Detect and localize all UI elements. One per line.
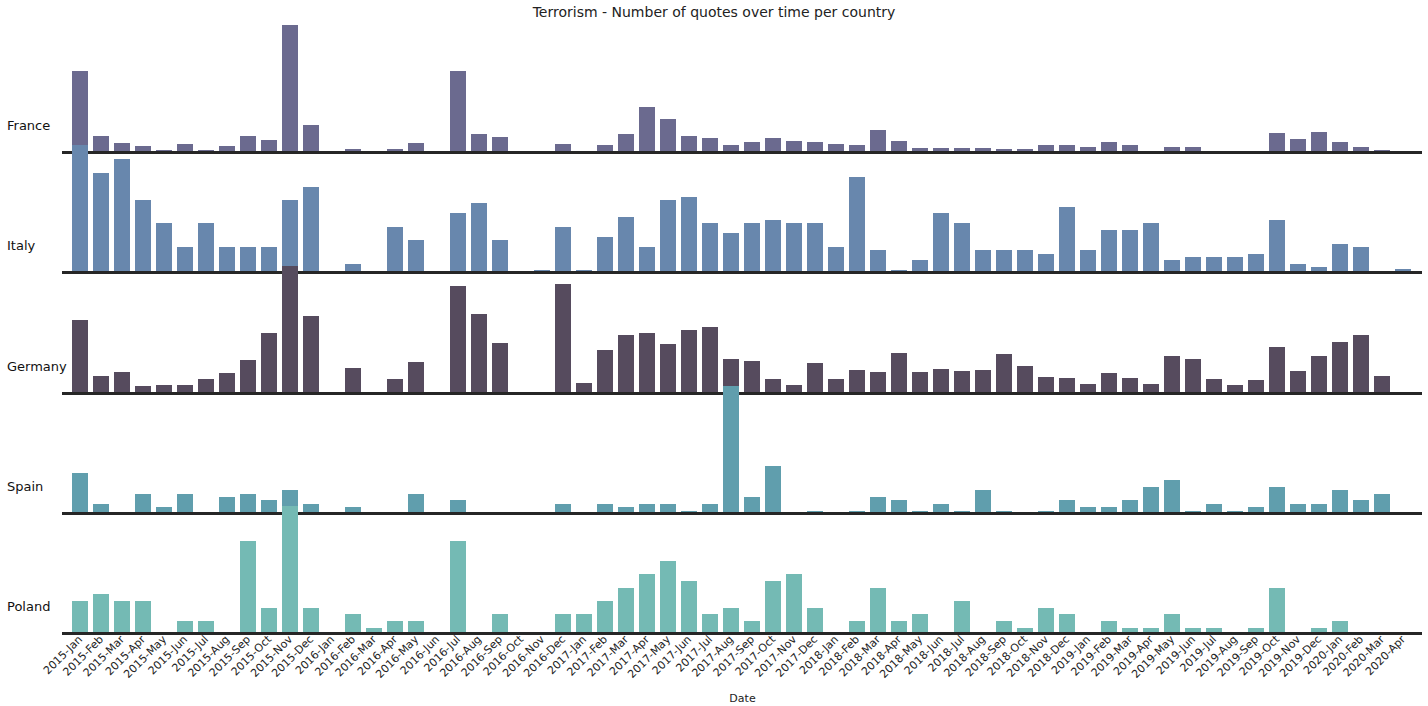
svg-text:2019-May: 2019-May [1129,632,1178,681]
svg-text:2016-Mar: 2016-Mar [332,632,380,680]
svg-text:2016-Jan: 2016-Jan [292,632,338,678]
svg-text:2018-Jan: 2018-Jan [796,632,842,678]
svg-text:2018-Aug: 2018-Aug [941,632,989,680]
svg-text:2019-Mar: 2019-Mar [1088,632,1136,680]
svg-text:2016-Sep: 2016-Sep [458,632,506,680]
svg-text:2017-Aug: 2017-Aug [689,632,737,680]
svg-text:2019-Apr: 2019-Apr [1111,632,1157,678]
svg-text:2016-Nov: 2016-Nov [500,632,548,680]
svg-text:2015-Jan: 2015-Jan [40,632,86,678]
svg-text:2016-May: 2016-May [373,632,422,681]
svg-text:2017-Dec: 2017-Dec [773,632,821,680]
svg-text:2017-Feb: 2017-Feb [564,632,611,679]
svg-text:2018-May: 2018-May [877,632,926,681]
html-text:France: France [7,118,51,133]
svg-text:2019-Aug: 2019-Aug [1193,632,1241,680]
svg-text:2017-May: 2017-May [625,632,674,681]
svg-text:2018-Sep: 2018-Sep [962,632,1010,680]
svg-text:2016-Aug: 2016-Aug [437,632,485,680]
svg-text:2017-Mar: 2017-Mar [584,632,632,680]
svg-text:2017-Jul: 2017-Jul [673,632,716,675]
svg-text:2020-Mar: 2020-Mar [1340,632,1388,680]
svg-text:Date: Date [729,692,756,705]
html-text:Poland: Poland [7,599,51,614]
svg-text:2016-Oct: 2016-Oct [480,632,527,679]
svg-text:2018-Jul: 2018-Jul [925,632,968,675]
svg-text:2015-Sep: 2015-Sep [206,632,254,680]
svg-text:2016-Apr: 2016-Apr [355,632,401,678]
svg-text:2018-Mar: 2018-Mar [836,632,884,680]
svg-text:2015-May: 2015-May [121,632,170,681]
html-text:Italy: Italy [7,238,36,253]
svg-text:2019-Jul: 2019-Jul [1177,632,1220,675]
svg-text:2018-Apr: 2018-Apr [859,632,905,678]
svg-text:2016-Feb: 2016-Feb [312,632,359,679]
svg-text:2015-Nov: 2015-Nov [248,632,296,680]
svg-text:2016-Jun: 2016-Jun [397,632,443,678]
svg-text:2018-Jun: 2018-Jun [901,632,947,678]
svg-text:2016-Dec: 2016-Dec [521,632,569,680]
svg-text:2015-Mar: 2015-Mar [80,632,128,680]
svg-text:2017-Jan: 2017-Jan [544,632,590,678]
svg-text:2020-Apr: 2020-Apr [1363,633,1408,678]
html-text:Germany: Germany [7,359,67,374]
svg-text:2015-Oct: 2015-Oct [228,632,275,679]
svg-text:2017-Sep: 2017-Sep [710,632,758,680]
svg-text:2019-Jun: 2019-Jun [1153,632,1199,678]
svg-text:2016-Jul: 2016-Jul [421,632,464,675]
svg-text:2018-Oct: 2018-Oct [984,632,1031,679]
svg-text:2019-Dec: 2019-Dec [1277,632,1325,680]
svg-text:2015-Aug: 2015-Aug [185,632,233,680]
svg-text:2015-Dec: 2015-Dec [269,632,317,680]
svg-text:2017-Jun: 2017-Jun [649,632,695,678]
html-text:Terrorism - Number of quotes o: Terrorism - Number of quotes over time p… [532,4,896,20]
svg-text:2020-Feb: 2020-Feb [1320,632,1367,679]
svg-text:2019-Nov: 2019-Nov [1256,632,1304,680]
svg-text:2020-Jan: 2020-Jan [1300,632,1346,678]
svg-text:2019-Feb: 2019-Feb [1068,632,1115,679]
svg-text:2015-Apr: 2015-Apr [103,632,149,678]
svg-text:2019-Jan: 2019-Jan [1048,632,1094,678]
svg-text:2017-Oct: 2017-Oct [732,632,779,679]
svg-text:2017-Nov: 2017-Nov [752,632,800,680]
svg-text:2018-Nov: 2018-Nov [1004,632,1052,680]
svg-text:2015-Jul: 2015-Jul [169,632,212,675]
svg-text:2017-Apr: 2017-Apr [607,632,653,678]
svg-text:2019-Oct: 2019-Oct [1236,632,1283,679]
svg-text:2015-Jun: 2015-Jun [145,632,191,678]
svg-text:2015-Feb: 2015-Feb [60,632,107,679]
html-text:Spain: Spain [7,479,44,494]
svg-text:2018-Dec: 2018-Dec [1025,632,1073,680]
svg-text:2019-Sep: 2019-Sep [1214,632,1262,680]
svg-text:2018-Feb: 2018-Feb [816,632,863,679]
